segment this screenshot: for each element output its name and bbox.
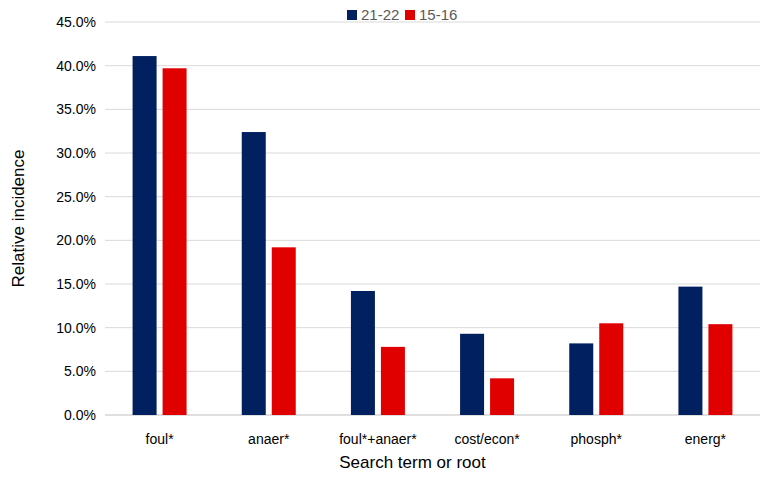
grid-line bbox=[105, 371, 760, 372]
x-tick-label: phosph* bbox=[571, 431, 623, 447]
grid-line bbox=[105, 240, 760, 241]
legend-swatch bbox=[405, 10, 415, 20]
y-tick-label: 15.0% bbox=[56, 276, 96, 292]
y-tick-label: 20.0% bbox=[56, 232, 96, 248]
y-tick-label: 25.0% bbox=[56, 189, 96, 205]
y-tick-label: 0.0% bbox=[64, 407, 96, 423]
legend-label: 21-22 bbox=[361, 6, 399, 23]
grid-line bbox=[105, 109, 760, 110]
x-tick-label: foul*+anaer* bbox=[339, 431, 417, 447]
grid-line bbox=[105, 196, 760, 197]
grid-line bbox=[105, 65, 760, 66]
y-tick-label: 10.0% bbox=[56, 320, 96, 336]
y-tick-label: 30.0% bbox=[56, 145, 96, 161]
x-tick-label: cost/econ* bbox=[454, 431, 520, 447]
bar bbox=[351, 291, 375, 415]
legend: 21-22 15-16 bbox=[347, 6, 457, 23]
chart: 0.0% 5.0% 10.0% 15.0% 20.0% 25.0% 30.0% 35.0% 40… bbox=[0, 0, 768, 479]
bar bbox=[163, 68, 187, 415]
chart-container: 0.0% 5.0% 10.0% 15.0% 20.0% 25.0% 30.0% 35.0% 40… bbox=[0, 0, 768, 479]
y-tick-label: 35.0% bbox=[56, 101, 96, 117]
y-axis-title: Relative incidence bbox=[9, 150, 28, 288]
bar bbox=[242, 132, 266, 415]
bar bbox=[381, 347, 405, 415]
bar bbox=[678, 287, 702, 415]
grid-line bbox=[105, 327, 760, 328]
bar bbox=[569, 343, 593, 415]
grid-line bbox=[105, 284, 760, 285]
legend-swatch bbox=[347, 10, 357, 20]
y-tick-label: 45.0% bbox=[56, 14, 96, 30]
y-tick-label: 5.0% bbox=[64, 363, 96, 379]
x-tick-label: foul* bbox=[146, 431, 175, 447]
bars bbox=[133, 56, 733, 415]
x-tick-label: energ* bbox=[685, 431, 727, 447]
bar bbox=[460, 334, 484, 415]
grid-line bbox=[105, 153, 760, 154]
x-axis-line bbox=[105, 415, 760, 416]
bar bbox=[599, 323, 623, 415]
y-tick-label: 40.0% bbox=[56, 58, 96, 74]
bar bbox=[272, 247, 296, 415]
bar bbox=[133, 56, 157, 415]
legend-label: 15-16 bbox=[419, 6, 457, 23]
x-axis-title: Search term or root bbox=[339, 453, 486, 472]
bar bbox=[708, 324, 732, 415]
bar bbox=[490, 378, 514, 415]
x-tick-label: anaer* bbox=[248, 431, 290, 447]
